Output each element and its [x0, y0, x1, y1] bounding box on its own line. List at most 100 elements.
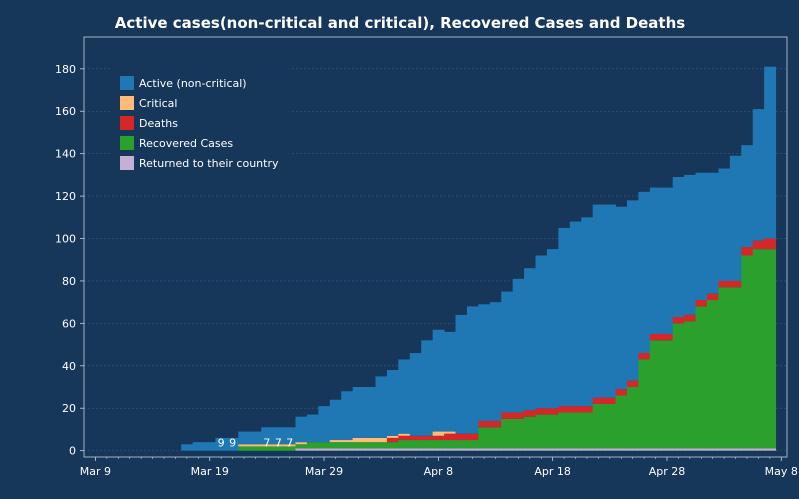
bar-segment-returned-to-their-country: [684, 448, 697, 451]
bar-segment-recovered-cases: [318, 442, 331, 449]
bar-segment-deaths: [489, 420, 502, 428]
bar-segment-active-non-critical: [192, 442, 205, 451]
bar-segment-recovered-cases: [466, 440, 479, 449]
bar-segment-active-non-critical: [238, 431, 251, 445]
bar-segment-active-non-critical: [718, 168, 731, 281]
bar-segment-active-non-critical: [649, 187, 662, 334]
x-tick-label: Apr 28: [649, 465, 686, 478]
bar-segment-returned-to-their-country: [661, 448, 674, 451]
bar-segment-deaths: [455, 433, 468, 441]
bar-segment-returned-to-their-country: [386, 448, 399, 451]
legend-label: Returned to their country: [139, 157, 279, 170]
bar-segment-recovered-cases: [604, 403, 617, 449]
bar-segment-recovered-cases: [284, 446, 296, 451]
bar-segment-returned-to-their-country: [718, 448, 731, 451]
bar-segment-returned-to-their-country: [444, 448, 457, 451]
bar-segment-active-non-critical: [764, 66, 777, 239]
bar-segment-recovered-cases: [409, 440, 422, 449]
bar-segment-active-non-critical: [455, 314, 468, 434]
bar-segment-returned-to-their-country: [306, 448, 319, 451]
bar-segment-critical: [238, 444, 251, 447]
bar-segment-active-non-critical: [604, 204, 617, 398]
bar-segment-recovered-cases: [432, 440, 445, 449]
bar-segment-returned-to-their-country: [375, 448, 388, 451]
bar-segment-deaths: [466, 433, 479, 441]
bar-segment-active-non-critical: [615, 206, 628, 390]
bar-segment-deaths: [581, 406, 594, 413]
bar-segment-recovered-cases: [386, 442, 399, 449]
bar-segment-returned-to-their-country: [341, 448, 354, 451]
bar-annotation: 7: [275, 436, 282, 449]
bar-segment-recovered-cases: [752, 249, 765, 449]
bar-segment-critical: [444, 431, 457, 434]
bar-segment-returned-to-their-country: [512, 448, 525, 451]
bar-segment-returned-to-their-country: [318, 448, 331, 451]
bar-segment-active-non-critical: [581, 217, 594, 407]
y-tick-label: 180: [55, 63, 76, 76]
bar-segment-deaths: [604, 397, 617, 404]
bar-segment-recovered-cases: [341, 442, 354, 449]
bar-segment-active-non-critical: [284, 427, 296, 445]
bar-segment-returned-to-their-country: [432, 448, 445, 451]
bar-segment-returned-to-their-country: [501, 448, 514, 451]
bar-segment-returned-to-their-country: [695, 448, 708, 451]
bar-segment-recovered-cases: [398, 440, 411, 449]
y-tick-label: 160: [55, 105, 76, 118]
bar-segment-deaths: [615, 389, 628, 396]
bar-segment-recovered-cases: [455, 440, 468, 449]
bar-segment-returned-to-their-country: [604, 448, 617, 451]
y-tick-label: 120: [55, 190, 76, 203]
plot-frame: [83, 36, 788, 458]
y-tick-label: 40: [62, 360, 76, 373]
x-tick-label: Mar 29: [305, 465, 343, 478]
bar-segment-recovered-cases: [352, 442, 365, 449]
bar-segment-deaths: [684, 314, 697, 322]
bar-segment-critical: [249, 444, 262, 447]
bar-segment-recovered-cases: [626, 387, 639, 449]
bar-segment-active-non-critical: [524, 268, 537, 411]
bar-segment-active-non-critical: [364, 387, 376, 438]
bar-segment-returned-to-their-country: [741, 448, 754, 451]
bar-segment-active-non-critical: [752, 109, 765, 241]
bar-segment-deaths: [592, 397, 605, 404]
bar-segment-active-non-critical: [695, 172, 708, 301]
legend-swatch: [120, 116, 134, 130]
bar-segment-critical: [398, 433, 411, 436]
bar-segment-recovered-cases: [764, 249, 777, 449]
bar-segment-recovered-cases: [272, 446, 285, 451]
bar-segment-recovered-cases: [672, 323, 685, 449]
bar-segment-deaths: [695, 300, 708, 307]
bar-segment-active-non-critical: [215, 437, 228, 451]
bar-segment-deaths: [444, 433, 457, 441]
bar-segment-recovered-cases: [638, 359, 651, 449]
bar-segment-returned-to-their-country: [752, 448, 765, 451]
axes: 0 20 40 60 80 100 120 140 160 180 Mar 9 Mar 19 Mar 2…: [55, 63, 798, 478]
bar-annotation: 9: [229, 436, 236, 449]
bar-segment-critical: [386, 435, 399, 438]
bar-segment-deaths: [649, 333, 662, 341]
bar-segment-active-non-critical: [306, 414, 319, 443]
legend-label: Recovered Cases: [139, 137, 233, 150]
bar-segment-deaths: [638, 353, 651, 360]
bar-segment-returned-to-their-country: [729, 448, 742, 451]
bar-segment-active-non-critical: [341, 391, 354, 441]
bar-segment-returned-to-their-country: [478, 448, 491, 451]
bar-segment-active-non-critical: [569, 221, 582, 407]
bar-segment-returned-to-their-country: [672, 448, 685, 451]
bar-segment-critical: [284, 444, 296, 447]
bar-segment-critical: [375, 437, 388, 443]
y-tick-label: 80: [62, 275, 76, 288]
bar-segment-active-non-critical: [706, 172, 719, 294]
bar-segment-active-non-critical: [729, 155, 742, 281]
bar-segment-recovered-cases: [261, 446, 274, 451]
bar-segment-deaths: [386, 437, 399, 443]
bar-segment-deaths: [409, 435, 422, 441]
bar-segment-deaths: [524, 410, 537, 417]
bar-segment-returned-to-their-country: [295, 448, 308, 451]
bar-annotation: 7: [286, 436, 293, 449]
bar-segment-active-non-critical: [226, 437, 239, 451]
bar-segment-deaths: [741, 247, 754, 256]
bar-segment-active-non-critical: [249, 431, 262, 445]
bar-segment-returned-to-their-country: [592, 448, 605, 451]
bar-segment-active-non-critical: [478, 304, 491, 421]
